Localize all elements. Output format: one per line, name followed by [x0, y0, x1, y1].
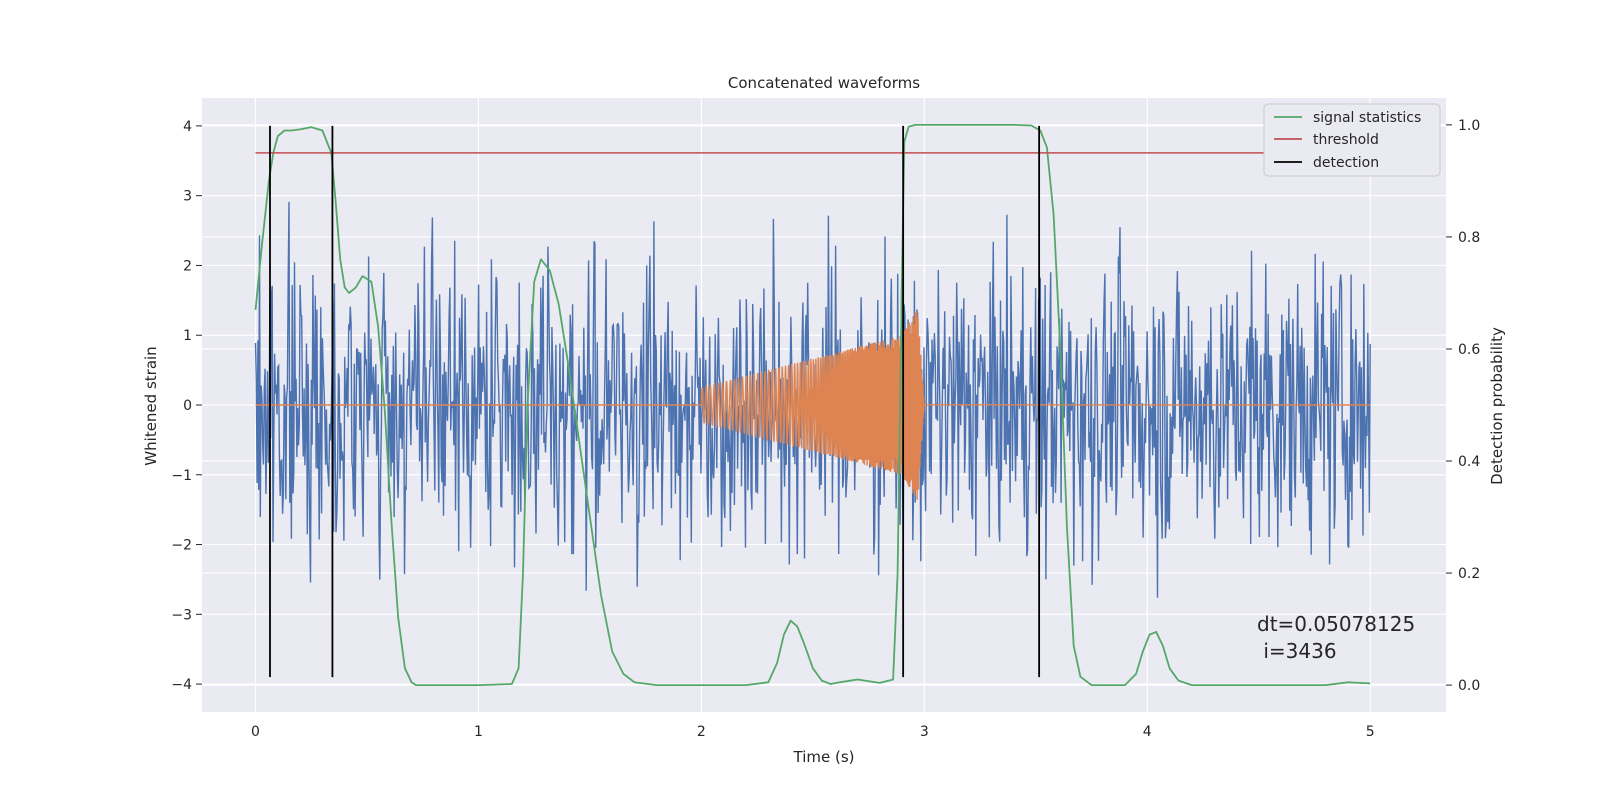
y2-tick-label: 0.8: [1458, 230, 1480, 246]
x-tick-label: 5: [1366, 724, 1375, 740]
template-trace: [255, 310, 1371, 500]
legend-label-statistics: signal statistics: [1313, 110, 1421, 126]
y-tick-label: −2: [171, 538, 192, 554]
annotation-dt: dt=0.05078125: [1257, 612, 1415, 636]
y-tick-label: −1: [171, 468, 192, 484]
traces: [254, 201, 1371, 598]
ticks: 0 1 2 3 4 5 −4 −3 −2 −1 0 1 2 3 4 0.0 0.2 0.4 0.6 0.8 1.0: [171, 118, 1480, 740]
chart-title: Concatenated waveforms: [728, 74, 920, 92]
y-tick-label: −3: [171, 607, 192, 623]
legend-label-detection: detection: [1313, 155, 1379, 171]
y2-tick-label: 0.4: [1458, 454, 1480, 470]
x-tick-label: 3: [920, 724, 929, 740]
y2-axis-label: Detection probability: [1488, 327, 1506, 485]
y-tick-label: 3: [183, 189, 192, 205]
y2-tick-label: 0.0: [1458, 678, 1480, 694]
x-axis-label: Time (s): [793, 748, 855, 766]
x-tick-label: 4: [1143, 724, 1152, 740]
stats-layer: [254, 124, 1371, 686]
legend: signal statistics threshold detection: [1263, 103, 1441, 177]
x-tick-label: 2: [697, 724, 706, 740]
signal-statistics-line: [254, 124, 1371, 686]
y2-tick-label: 0.2: [1458, 566, 1480, 582]
y-tick-label: 4: [183, 119, 192, 135]
x-tick-label: 1: [474, 724, 483, 740]
x-tick-label: 0: [251, 724, 260, 740]
annotation-i: i=3436: [1257, 639, 1337, 663]
y2-tick-label: 1.0: [1458, 118, 1480, 134]
legend-label-threshold: threshold: [1313, 132, 1379, 148]
y-tick-label: 2: [183, 258, 192, 274]
y-tick-label: 1: [183, 328, 192, 344]
y-axis-label: Whitened strain: [142, 346, 160, 465]
y2-tick-label: 0.6: [1458, 342, 1480, 358]
y-tick-label: −4: [171, 677, 192, 693]
legend-box: [1263, 103, 1441, 177]
y-tick-label: 0: [183, 398, 192, 414]
